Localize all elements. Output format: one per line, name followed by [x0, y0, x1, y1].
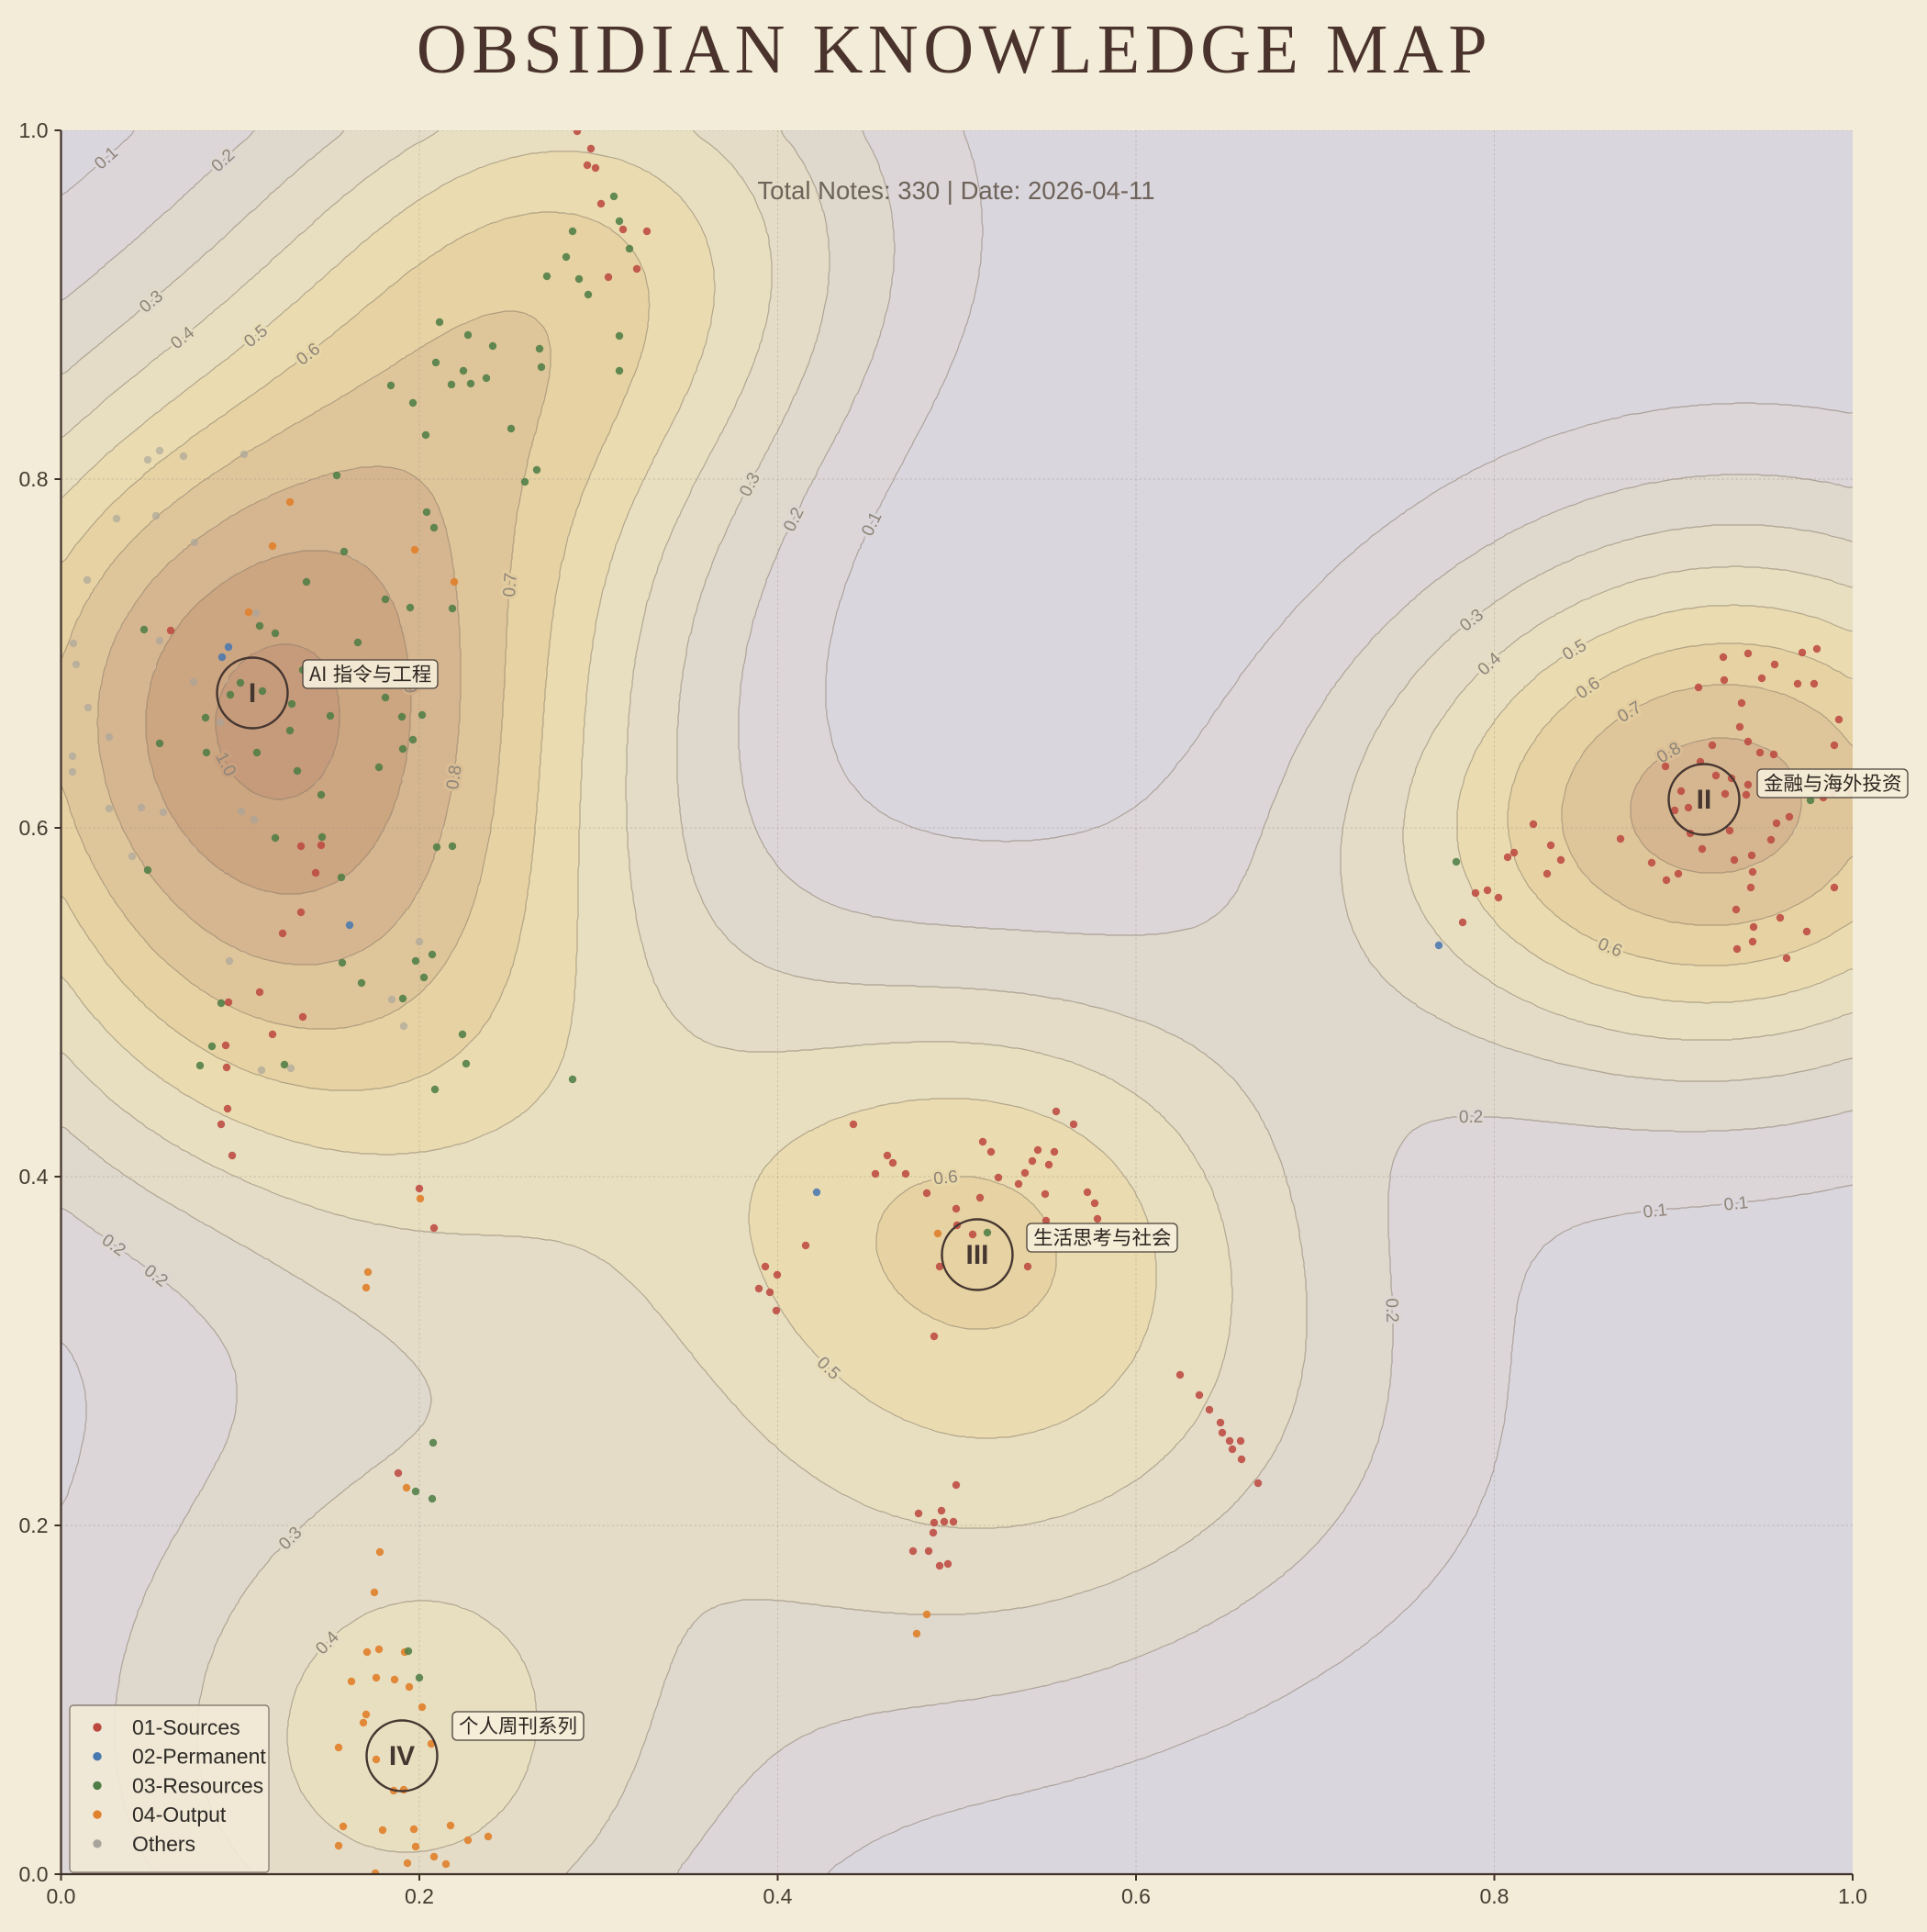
- svg-text:0.7: 0.7: [500, 572, 521, 597]
- svg-text:0.8: 0.8: [1480, 1884, 1509, 1908]
- svg-text:0.6: 0.6: [932, 1167, 958, 1189]
- svg-text:02-Permanent: 02-Permanent: [132, 1745, 266, 1769]
- svg-text:III: III: [965, 1240, 988, 1270]
- svg-text:0.6: 0.6: [1121, 1884, 1151, 1908]
- svg-text:1.0: 1.0: [19, 118, 49, 142]
- svg-text:Total Notes: 330 | Date: 2026-: Total Notes: 330 | Date: 2026-04-11: [757, 176, 1154, 205]
- svg-text:0.2: 0.2: [405, 1884, 434, 1908]
- svg-text:0.2: 0.2: [19, 1513, 49, 1537]
- svg-text:0.4: 0.4: [763, 1884, 793, 1908]
- svg-text:01-Sources: 01-Sources: [132, 1715, 240, 1739]
- svg-text:II: II: [1697, 785, 1712, 815]
- svg-text:0.1: 0.1: [1643, 1201, 1668, 1223]
- svg-text:0.2: 0.2: [1459, 1108, 1484, 1127]
- svg-text:1.0: 1.0: [1838, 1884, 1867, 1908]
- svg-text:Others: Others: [132, 1832, 195, 1856]
- svg-text:0.4: 0.4: [19, 1165, 49, 1189]
- svg-text:0.2: 0.2: [1382, 1298, 1402, 1323]
- svg-text:0.0: 0.0: [47, 1884, 76, 1908]
- svg-text:0.8: 0.8: [443, 764, 466, 790]
- svg-text:OBSIDIAN KNOWLEDGE MAP: OBSIDIAN KNOWLEDGE MAP: [417, 11, 1492, 88]
- svg-text:03-Resources: 03-Resources: [132, 1773, 263, 1797]
- svg-text:0.1: 0.1: [1723, 1193, 1749, 1215]
- svg-text:IV: IV: [389, 1741, 415, 1771]
- svg-text:0.8: 0.8: [19, 467, 49, 491]
- svg-text:04-Output: 04-Output: [132, 1803, 227, 1826]
- svg-text:0.6: 0.6: [19, 816, 49, 840]
- svg-text:I: I: [249, 678, 256, 709]
- svg-text:0.0: 0.0: [19, 1862, 49, 1886]
